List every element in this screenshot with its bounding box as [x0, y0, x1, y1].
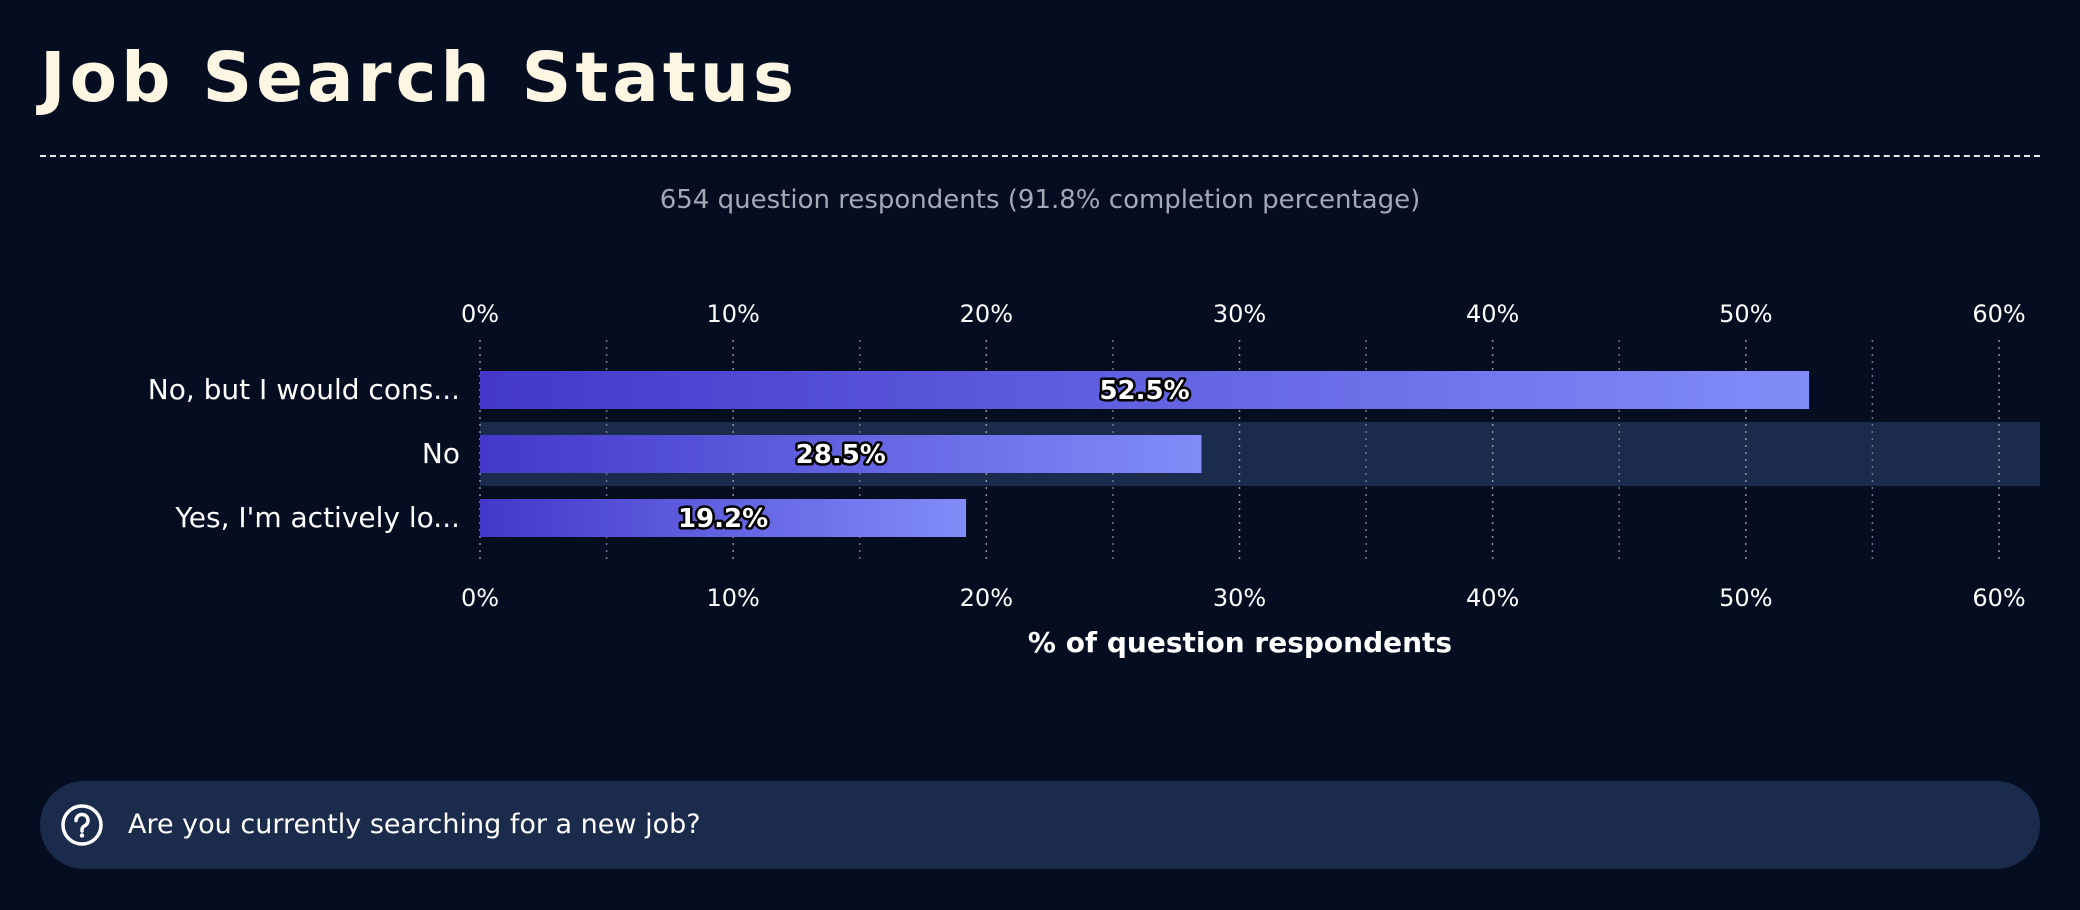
bar-value-label: 52.5% [1099, 376, 1189, 406]
x-tick-label-bottom: 50% [1719, 584, 1772, 612]
x-tick-label-top: 10% [706, 300, 759, 328]
question-text: Are you currently searching for a new jo… [128, 809, 701, 840]
x-tick-label-bottom: 40% [1466, 584, 1519, 612]
bar-value-label: 28.5% [796, 440, 886, 470]
category-label: No [422, 437, 460, 470]
x-tick-label-top: 60% [1972, 300, 2025, 328]
x-tick-label-bottom: 20% [960, 584, 1013, 612]
x-axis-label: % of question respondents [1028, 626, 1452, 659]
bar-value-label: 19.2% [678, 504, 768, 534]
respondents-summary: 654 question respondents (91.8% completi… [659, 185, 1421, 215]
x-tick-label-bottom: 60% [1972, 584, 2025, 612]
bar[interactable] [480, 435, 1202, 473]
question-banner: Are you currently searching for a new jo… [40, 781, 2040, 869]
category-label: Yes, I'm actively lo... [174, 501, 460, 534]
bar-chart: 52.5% 28.5% 19.2% No, but I would cons... N… [148, 300, 2040, 659]
x-tick-label-top: 30% [1213, 300, 1266, 328]
x-tick-label-bottom: 10% [706, 584, 759, 612]
category-label: No, but I would cons... [148, 373, 460, 406]
bar[interactable] [480, 371, 1810, 409]
x-tick-label-top: 50% [1719, 300, 1772, 328]
title-divider [40, 155, 2040, 157]
x-tick-label-top: 40% [1466, 300, 1519, 328]
bar[interactable] [480, 499, 967, 537]
x-tick-label-top: 0% [461, 300, 499, 328]
page-title: Job Search Status [40, 38, 799, 118]
question-circle-icon [61, 804, 103, 846]
x-tick-label-bottom: 30% [1213, 584, 1266, 612]
x-tick-label-bottom: 0% [461, 584, 499, 612]
x-tick-label-top: 20% [960, 300, 1013, 328]
